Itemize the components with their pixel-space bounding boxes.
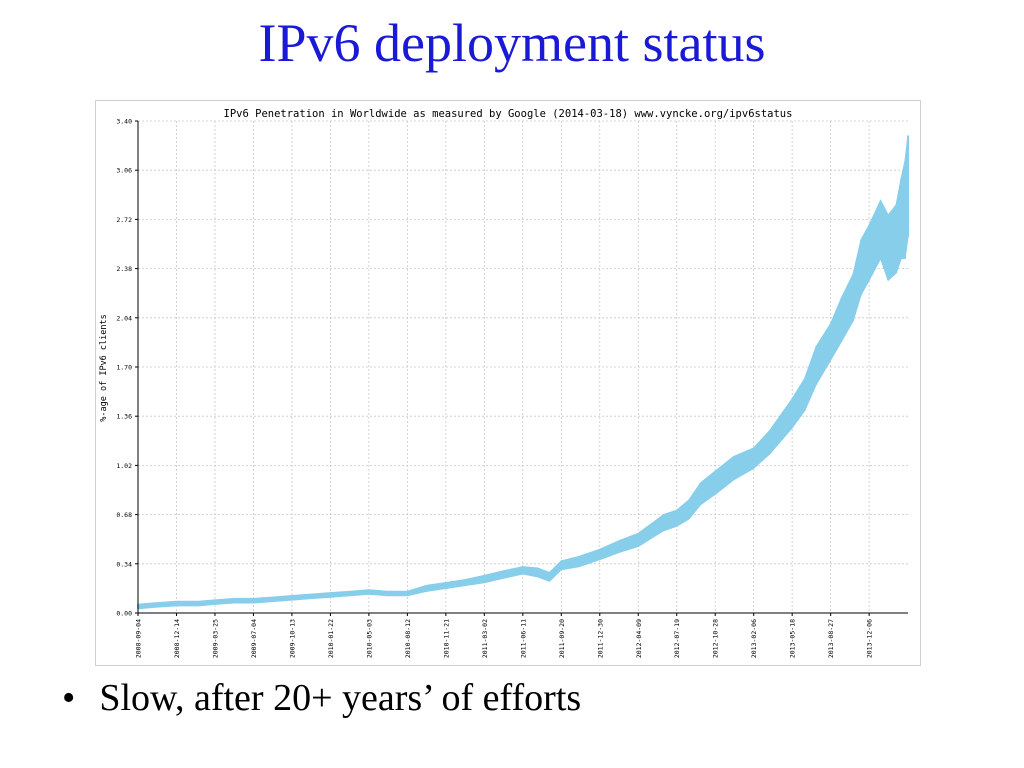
x-tick-label: 2010-11-21 — [442, 619, 450, 658]
y-tick-label: 0.68 — [116, 511, 132, 519]
slide-title: IPv6 deployment status — [258, 13, 766, 73]
y-tick-label: 2.38 — [116, 265, 132, 273]
x-tick-label: 2008-12-14 — [173, 619, 181, 658]
y-tick-label: 0.00 — [116, 610, 132, 618]
grid-layer — [137, 120, 908, 614]
y-tick-label: 2.72 — [116, 216, 132, 224]
y-tick-label: 3.06 — [116, 167, 132, 175]
x-tick-label: 2011-03-02 — [481, 619, 489, 658]
y-tick-label: 1.02 — [116, 462, 132, 470]
bullet-marker: • — [62, 677, 76, 719]
x-tick-label: 2013-08-27 — [827, 619, 835, 658]
y-axis-label: %-age of IPv6 clients — [99, 314, 109, 421]
x-tick-label: 2012-04-09 — [635, 619, 643, 658]
y-tick-label: 3.40 — [116, 118, 132, 126]
x-tick-label: 2010-08-12 — [404, 619, 412, 658]
x-tick-label: 2009-10-13 — [288, 619, 296, 658]
x-tick-label: 2011-12-30 — [596, 619, 604, 658]
bullet-text: Slow, after 20+ years’ of efforts — [99, 677, 582, 719]
x-tick-label: 2008-09-04 — [135, 619, 143, 658]
ipv6-penetration-chart: 0.00 0.34 0.68 1.02 1.36 1.70 2.04 2.38 2.72 3.06… — [99, 108, 909, 658]
x-tick-label: 2011-06-11 — [519, 619, 527, 658]
x-tick-label: 2009-03-25 — [211, 619, 219, 658]
x-tick-label: 2013-12-06 — [866, 619, 874, 658]
axis-layer: 0.00 0.34 0.68 1.02 1.36 1.70 2.04 2.38 2.72 3.06… — [116, 118, 908, 658]
y-tick-label: 0.34 — [116, 560, 132, 568]
x-tick-label: 2012-07-19 — [673, 619, 681, 658]
x-tick-label: 2011-09-20 — [558, 619, 566, 658]
x-tick-label: 2009-07-04 — [250, 619, 258, 658]
y-tick-label: 1.70 — [116, 364, 132, 372]
chart-title: IPv6 Penetration in Worldwide as measure… — [224, 108, 793, 120]
series-layer — [137, 135, 909, 610]
x-tick-label: 2010-01-22 — [327, 619, 335, 658]
y-tick-label: 1.36 — [116, 413, 132, 421]
x-tick-label: 2012-10-28 — [712, 619, 720, 658]
y-tick-label: 2.04 — [116, 314, 132, 322]
bullet-item: • Slow, after 20+ years’ of efforts — [62, 676, 581, 720]
x-tick-label: 2010-05-03 — [365, 619, 373, 658]
x-tick-label: 2013-05-18 — [789, 619, 797, 658]
chart-panel: 0.00 0.34 0.68 1.02 1.36 1.70 2.04 2.38 2.72 3.06… — [95, 100, 921, 666]
x-tick-label: 2013-02-06 — [750, 619, 758, 658]
